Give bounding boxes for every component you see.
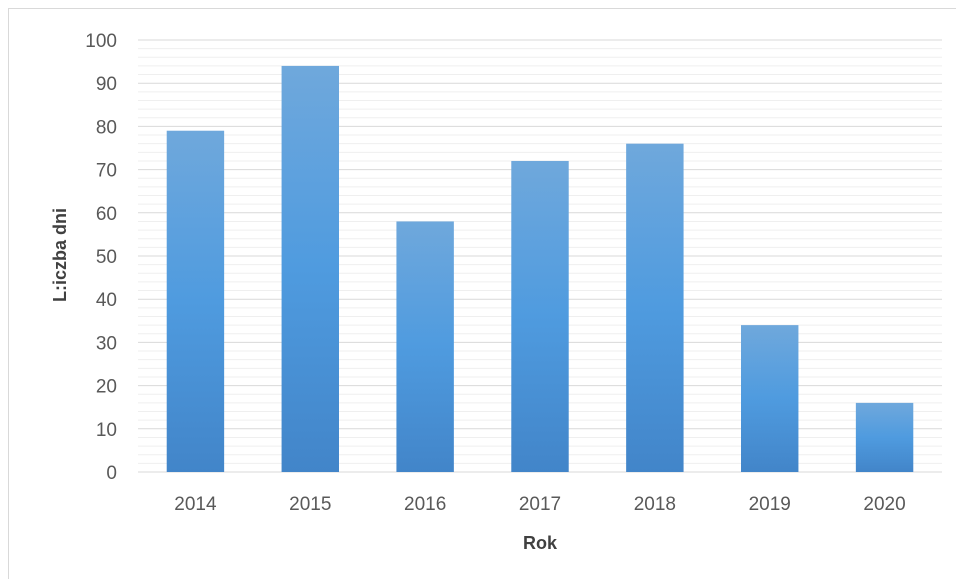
x-tick-label: 2019 [749, 494, 791, 515]
bar-2014 [166, 130, 225, 472]
y-tick-label: 20 [96, 377, 117, 398]
y-tick-label: 70 [96, 161, 117, 182]
y-tick-label: 100 [85, 31, 117, 52]
bar-2016 [396, 221, 454, 472]
bar-2017 [511, 160, 569, 472]
y-tick-label: 30 [96, 333, 117, 354]
x-tick-label: 2014 [174, 494, 217, 515]
y-axis-title: L:iczba dni [50, 208, 70, 302]
bar-2019 [741, 325, 799, 472]
y-tick-label: 90 [96, 74, 117, 95]
bar-2015 [281, 65, 339, 473]
bars [166, 65, 914, 473]
y-tick-label: 0 [106, 463, 117, 484]
bar-2018 [626, 143, 684, 472]
x-tick-label: 2020 [863, 494, 905, 515]
x-tick-label: 2018 [634, 494, 676, 515]
x-tick-label: 2015 [289, 494, 331, 515]
y-tick-label: 80 [96, 117, 117, 138]
y-tick-label: 50 [96, 247, 117, 268]
x-axis-title: Rok [523, 533, 558, 553]
bar-2020 [855, 402, 914, 472]
y-tick-label: 10 [96, 420, 117, 441]
chart-frame [8, 8, 956, 579]
y-axis-ticks: 0 10 20 30 40 50 60 70 80 90 100 [85, 31, 117, 484]
y-tick-label: 60 [96, 204, 117, 225]
y-tick-label: 40 [96, 290, 117, 311]
x-tick-label: 2016 [404, 494, 446, 515]
x-tick-label: 2017 [519, 494, 561, 515]
x-axis-ticks: 2014 2015 2016 2017 2018 2019 2020 [174, 494, 905, 515]
